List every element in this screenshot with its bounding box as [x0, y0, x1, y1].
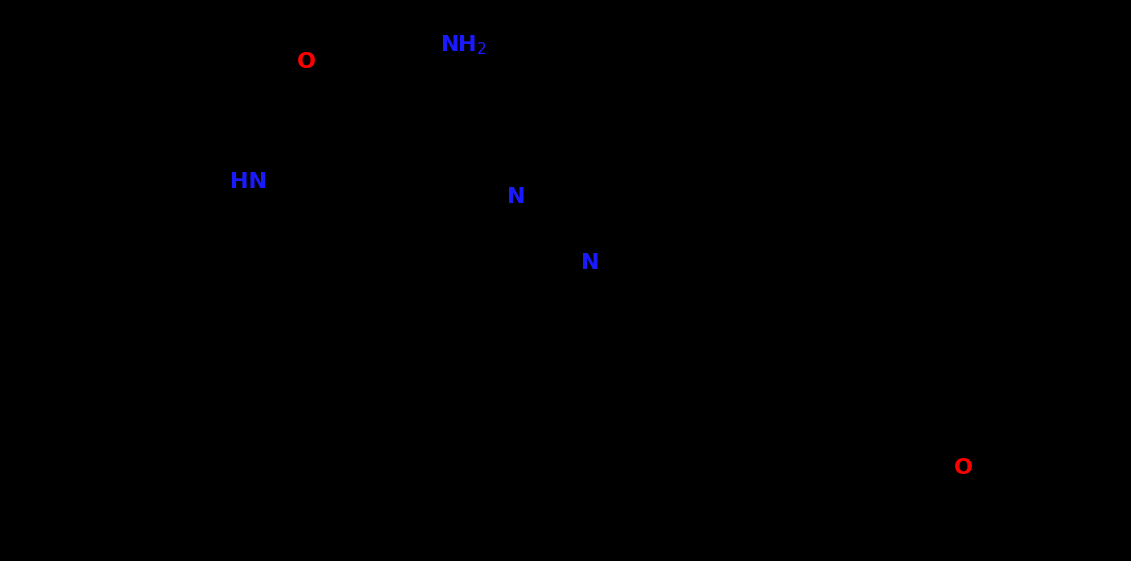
Text: NH$_2$: NH$_2$: [440, 33, 487, 57]
Text: HN: HN: [230, 172, 267, 192]
Text: N: N: [507, 187, 525, 207]
Text: N: N: [580, 253, 599, 273]
Text: O: O: [953, 458, 973, 478]
Text: O: O: [296, 52, 316, 72]
